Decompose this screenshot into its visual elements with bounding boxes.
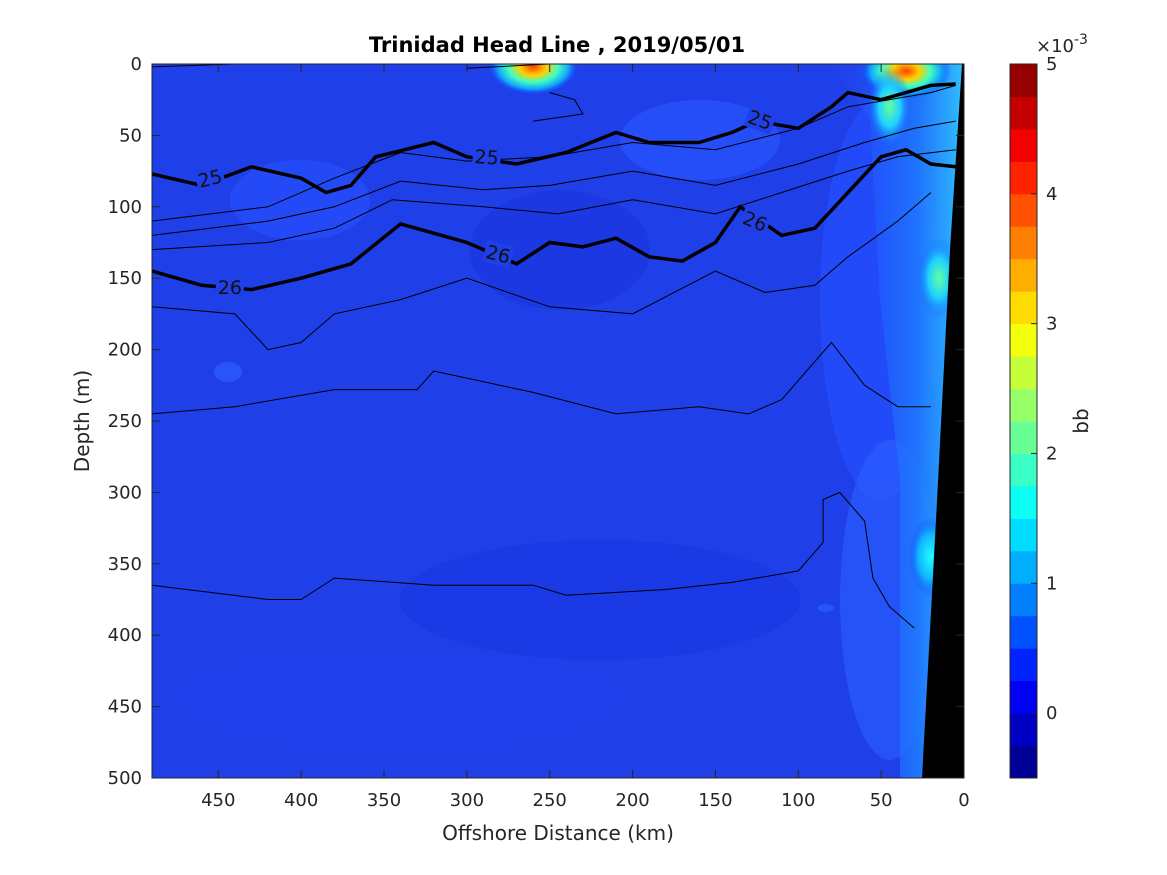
contour-label-bg (193, 164, 227, 193)
x-tick-label: 300 (450, 790, 484, 811)
colorbar-tick-label: 0 (1046, 703, 1057, 724)
colorbar (1010, 64, 1037, 779)
y-tick-label: 450 (108, 697, 142, 718)
bb-texture (620, 100, 780, 180)
colorbar-exponent-base: ×10 (1036, 36, 1074, 57)
bb-patches (180, 64, 964, 778)
x-axis: 450 400 350 300 250 200 150 100 50 0 (201, 64, 970, 811)
colorbar-tick-label: 2 (1046, 443, 1057, 464)
y-tick-label: 350 (108, 554, 142, 575)
colorbar-band (1010, 193, 1037, 227)
colorbar-band (1010, 550, 1037, 584)
colorbar-band (1010, 323, 1037, 357)
y-tick-label: 400 (108, 625, 142, 646)
colorbar-frame (1009, 63, 1038, 779)
chart-title: Trinidad Head Line , 2019/05/01 (369, 33, 745, 57)
y-tick-label: 200 (108, 340, 142, 361)
colorbar-band (1010, 258, 1037, 292)
colorbar-tick-label: 5 (1046, 54, 1057, 75)
density-contour-thin (152, 491, 915, 629)
colorbar-band (1010, 291, 1037, 325)
contour-label: 26 (218, 277, 242, 299)
density-contour-thin (152, 341, 931, 415)
bb-patch (867, 66, 912, 147)
colorbar-band (1010, 680, 1037, 714)
density-contour-thin (466, 64, 550, 69)
bb-texture (470, 190, 650, 310)
density-contours (152, 64, 956, 629)
density-contour-thin (152, 120, 956, 236)
density-contour-26 (152, 147, 956, 292)
bb-texture (180, 650, 620, 750)
colorbar-band (1010, 518, 1037, 552)
colorbar-exponent: ×10-3 (1036, 32, 1088, 57)
contour-label: 25 (474, 146, 500, 170)
colorbar-band (1010, 615, 1037, 649)
bb-texture (230, 160, 370, 240)
x-tick-label: 50 (870, 790, 893, 811)
colorbar-tick-label: 4 (1046, 184, 1057, 205)
colorbar-tick-label: 3 (1046, 314, 1057, 335)
colorbar-ticks: 0 1 2 3 4 5 (1031, 54, 1057, 724)
colorbar-band (1010, 64, 1037, 97)
colorbar-label: bb (1069, 408, 1093, 433)
colorbar-band (1010, 485, 1037, 519)
bb-texture (818, 604, 834, 612)
colorbar-exponent-power: -3 (1074, 32, 1088, 48)
colorbar-band (1010, 161, 1037, 195)
density-contour-25 (152, 82, 956, 195)
y-tick-label: 300 (108, 482, 142, 503)
colorbar-band (1010, 453, 1037, 487)
bb-patch (488, 64, 579, 95)
x-tick-label: 450 (201, 790, 235, 811)
colorbar-band (1010, 583, 1037, 617)
density-contour-thin (152, 149, 956, 251)
bb-texture (214, 362, 242, 382)
x-tick-label: 200 (615, 790, 649, 811)
y-tick-label: 0 (131, 54, 142, 75)
x-axis-title: Offshore Distance (km) (442, 821, 674, 845)
colorbar-band (1010, 388, 1037, 422)
contour-label-bg (215, 275, 244, 298)
y-tick-label: 250 (108, 411, 142, 432)
density-contour-thin (533, 92, 584, 122)
colorbar-band (1010, 648, 1037, 682)
colorbar-tick-label: 1 (1046, 573, 1057, 594)
colorbar-band (1010, 421, 1037, 454)
x-tick-label: 0 (958, 790, 969, 811)
colorbar-band (1010, 745, 1037, 779)
colorbar-band (1010, 226, 1037, 260)
y-axis-title: Depth (m) (70, 370, 94, 472)
colorbar-band (1010, 356, 1037, 390)
y-tick-label: 50 (119, 125, 142, 146)
x-tick-label: 350 (367, 790, 401, 811)
y-tick-label: 100 (108, 197, 142, 218)
bb-texture (400, 540, 800, 660)
x-tick-label: 400 (284, 790, 318, 811)
x-tick-label: 250 (533, 790, 567, 811)
x-tick-label: 150 (698, 790, 732, 811)
colorbar-band (1010, 128, 1037, 162)
contour-label-bg (738, 205, 773, 237)
colorbar-band (1010, 713, 1037, 747)
contour-label-bg (472, 144, 502, 169)
contour-label-bg (482, 239, 515, 268)
y-axis: 0 50 100 150 200 250 300 350 400 450 500 (108, 54, 964, 789)
density-contour-thin (152, 192, 932, 351)
bathymetry (922, 64, 964, 778)
contour-label-bg (743, 104, 778, 135)
x-tick-label: 100 (781, 790, 815, 811)
density-contour-thin (152, 84, 956, 222)
colorbar-band (1010, 96, 1037, 130)
y-tick-label: 500 (108, 768, 142, 789)
y-tick-label: 150 (108, 268, 142, 289)
